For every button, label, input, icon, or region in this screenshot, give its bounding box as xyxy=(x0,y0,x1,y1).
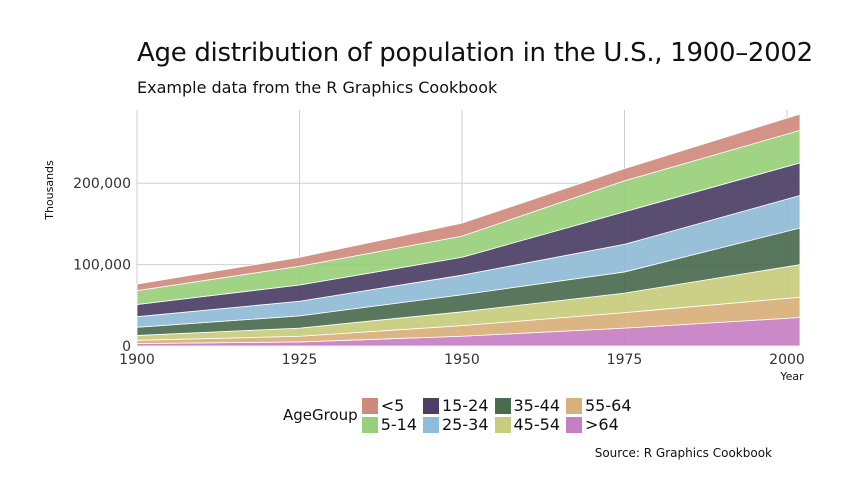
legend-item: 55-64 xyxy=(566,396,632,415)
legend-item: >64 xyxy=(566,415,632,434)
chart-caption: Source: R Graphics Cookbook xyxy=(594,446,772,460)
x-tick-label: 1900 xyxy=(119,352,155,368)
chart-subtitle: Example data from the R Graphics Cookboo… xyxy=(137,78,498,97)
x-tick-label: 2000 xyxy=(769,352,805,368)
legend-items: <5 15-24 35-44 55-64 5-14 25-34 45-54 >6… xyxy=(361,396,632,434)
legend-item: 5-14 xyxy=(361,415,417,434)
legend-label: 5-14 xyxy=(380,415,417,434)
legend-swatch xyxy=(361,416,378,433)
y-tick-label: 200,000 xyxy=(73,176,131,192)
legend-item: <5 xyxy=(361,396,417,415)
legend-swatch xyxy=(566,397,582,414)
legend-label: >64 xyxy=(585,415,619,434)
legend-swatch xyxy=(423,397,439,414)
legend-item: 45-54 xyxy=(494,415,561,434)
legend-swatch xyxy=(423,416,439,433)
legend-label: <5 xyxy=(380,396,405,415)
legend-label: 55-64 xyxy=(585,396,632,415)
legend-item: 15-24 xyxy=(423,396,489,415)
chart-title: Age distribution of population in the U.… xyxy=(137,38,813,68)
y-axis-label: Thousands xyxy=(43,160,56,221)
legend-label: 45-54 xyxy=(513,415,561,434)
legend-swatch xyxy=(494,416,511,433)
legend-swatch xyxy=(494,397,511,414)
y-tick-label: 100,000 xyxy=(73,258,131,274)
legend-label: 15-24 xyxy=(442,396,489,415)
area-series-<5 xyxy=(136,113,801,292)
x-tick-label: 1950 xyxy=(444,352,480,368)
legend-title: AgeGroup xyxy=(283,406,358,424)
legend-label: 35-44 xyxy=(513,396,561,415)
y-tick-label: 0 xyxy=(122,339,131,355)
legend-item: 25-34 xyxy=(423,415,489,434)
legend: AgeGroup <5 15-24 35-44 55-64 5-14 25-34… xyxy=(283,396,632,434)
x-tick-label: 1975 xyxy=(607,352,643,368)
x-axis-label: Year xyxy=(779,370,804,383)
legend-swatch xyxy=(361,397,378,414)
x-tick-label: 1925 xyxy=(282,352,318,368)
legend-item: 35-44 xyxy=(494,396,561,415)
legend-swatch xyxy=(566,416,582,433)
legend-label: 25-34 xyxy=(442,415,489,434)
